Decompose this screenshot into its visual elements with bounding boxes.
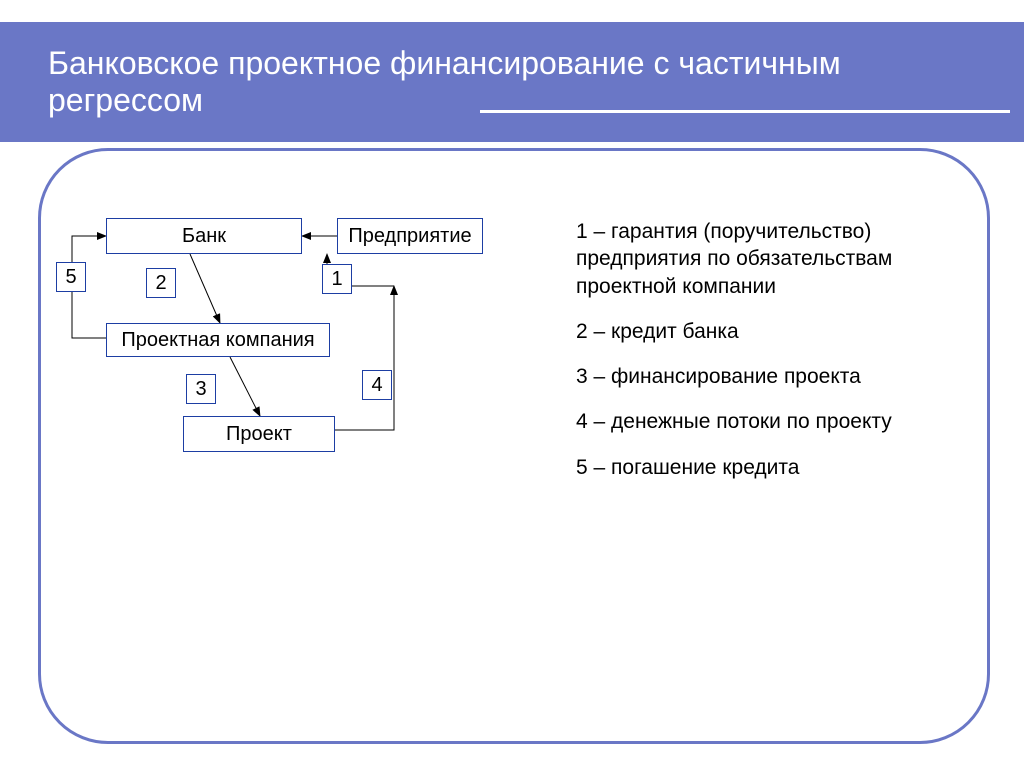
edge-label-4: 4 xyxy=(362,370,392,400)
node-bank: Банк xyxy=(106,218,302,254)
slide-title: Банковское проектное финансирование с ча… xyxy=(48,45,948,119)
edge-label-3: 3 xyxy=(186,374,216,404)
node-projco: Проектная компания xyxy=(106,323,330,357)
legend: 1 – гарантия (поручительство) предприяти… xyxy=(576,218,976,499)
node-enterprise: Предприятие xyxy=(337,218,483,254)
edge-label-2: 2 xyxy=(146,268,176,298)
title-bar: Банковское проектное финансирование с ча… xyxy=(0,22,1024,142)
legend-item-1: 1 – гарантия (поручительство) предприяти… xyxy=(576,218,976,300)
legend-item-5: 5 – погашение кредита xyxy=(576,454,976,481)
legend-item-3: 3 – финансирование проекта xyxy=(576,363,976,390)
legend-item-2: 2 – кредит банка xyxy=(576,318,976,345)
edge-label-5: 5 xyxy=(56,262,86,292)
node-project: Проект xyxy=(183,416,335,452)
title-underline xyxy=(480,110,1010,113)
legend-item-4: 4 – денежные потоки по проекту xyxy=(576,408,976,435)
edge-label-1: 1 xyxy=(322,264,352,294)
